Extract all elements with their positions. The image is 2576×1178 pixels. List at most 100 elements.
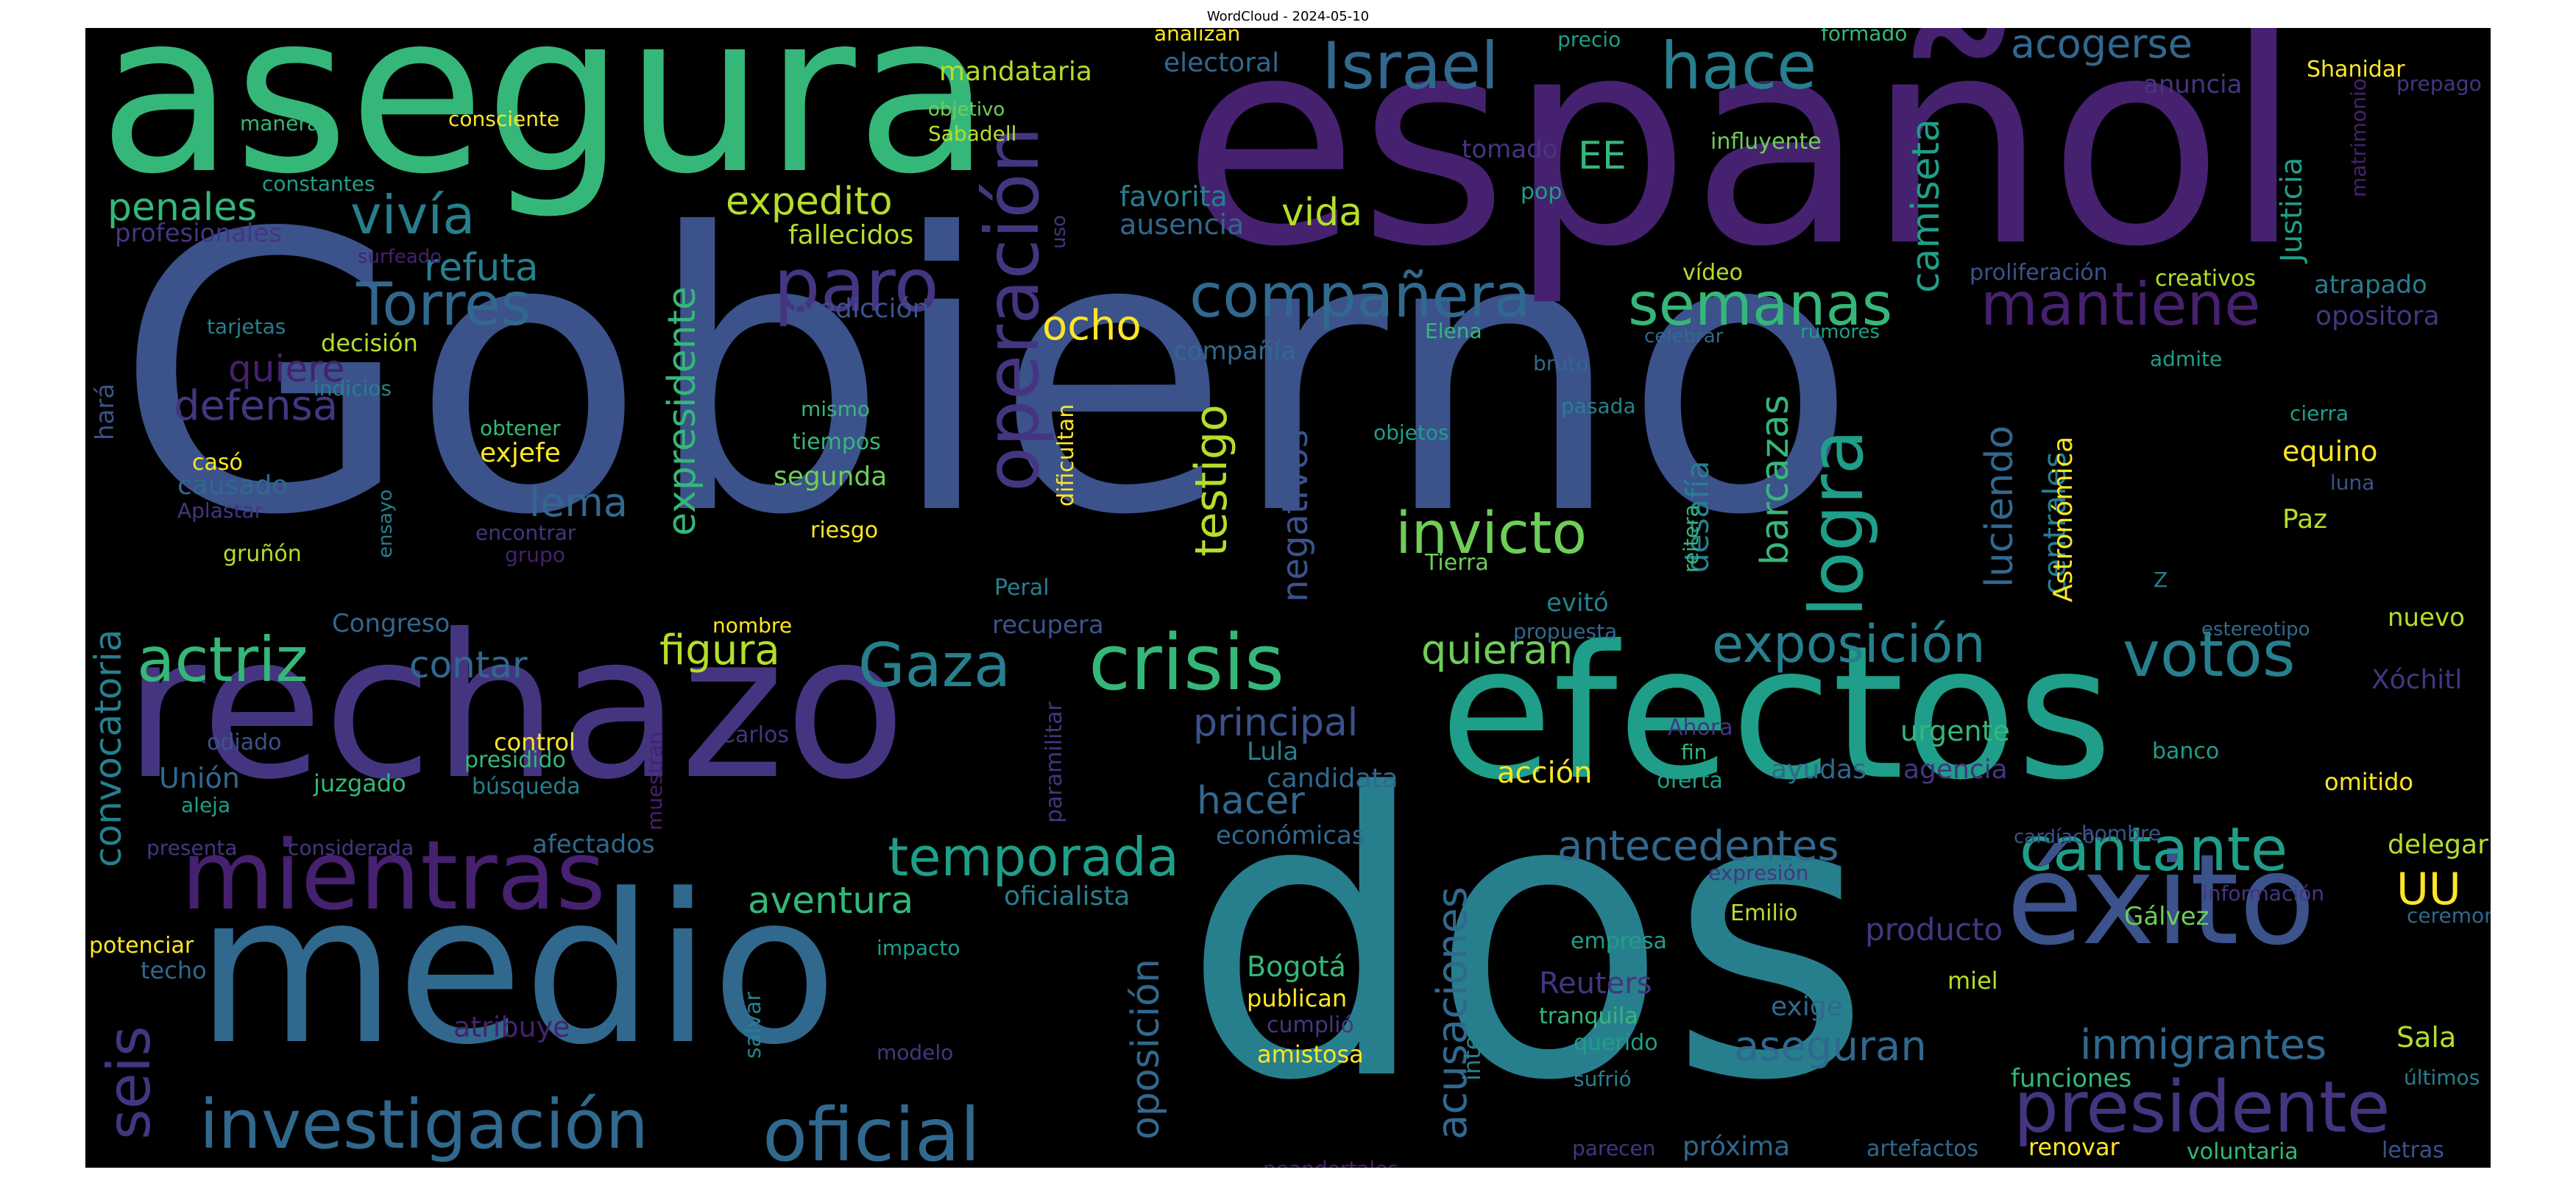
word-techo: techo (141, 956, 207, 984)
word-convocatoria: convocatoria (87, 629, 130, 867)
word-informacion: información (2202, 881, 2325, 906)
word-hacer: hacer (1197, 779, 1305, 823)
word-vivia: vivía (350, 184, 475, 246)
word-efectos: efectos (1440, 606, 2113, 820)
word-riesgo: riesgo (810, 518, 879, 543)
word-exposicion: exposición (1712, 614, 1986, 674)
word-acogerse: acogerse (2011, 28, 2193, 67)
word-recupera: recupera (992, 610, 1104, 640)
word-carlos: Carlos (720, 722, 789, 748)
word-tomado: tomado (1462, 135, 1558, 164)
word-afectados: afectados (532, 830, 655, 859)
word-video: vídeo (1682, 260, 1743, 286)
word-contar: contar (409, 643, 528, 686)
word-considerada: considerada (288, 836, 414, 860)
word-torres: Torres (356, 270, 531, 339)
word-dificultan: dificultan (1053, 403, 1079, 507)
word-prepago: prepago (2396, 71, 2482, 96)
word-reitera: reitera (1679, 504, 1703, 573)
word-salvar: salvar (740, 992, 766, 1059)
word-busqueda: búsqueda (472, 774, 581, 800)
word-muestran: muestran (643, 731, 667, 830)
word-paro: paro (774, 242, 939, 328)
word-exito: éxito (2006, 828, 2316, 973)
word-expresidente: expresidente (660, 286, 704, 536)
word-oficial: oficial (762, 1092, 980, 1168)
word-uu: UU (2396, 864, 2461, 915)
word-publican: publican (1247, 984, 1348, 1012)
word-tranquila: tranquila (1539, 1004, 1638, 1029)
word-figura: figura (659, 627, 780, 674)
word-espanol: español (1182, 28, 2304, 309)
word-objetivo: objetivo (928, 99, 1005, 121)
word-atrapado: atrapado (2314, 270, 2427, 300)
word-exige: exige (1771, 992, 1843, 1022)
word-proliferacion: proliferación (1970, 260, 2108, 286)
word-gaza: Gaza (858, 631, 1011, 701)
word-artefactos: artefactos (1866, 1136, 1979, 1162)
word-internacional: internacional (1458, 927, 1486, 1081)
word-principal: principal (1193, 701, 1359, 745)
word-negativos: negativos (1275, 429, 1316, 602)
word-querido: querido (1574, 1030, 1658, 1056)
word-actriz: actriz (137, 624, 308, 696)
word-emilio: Emilio (1730, 900, 1798, 926)
word-encontrar: encontrar (475, 521, 576, 545)
word-shanidar: Shanidar (2307, 57, 2405, 82)
word-penales: penales (107, 186, 258, 230)
word-astronomica: Astronómica (2048, 436, 2078, 602)
word-ayudas: ayudas (1771, 755, 1866, 785)
word-expedito: expedito (726, 180, 893, 224)
word-influyente: influyente (1710, 129, 1822, 155)
word-accion: acción (1497, 756, 1593, 790)
word-lema: lema (529, 479, 628, 526)
word-cantante: cantante (2020, 815, 2288, 885)
word-pop: pop (1521, 179, 1563, 205)
word-grunon: gruñón (223, 541, 302, 567)
word-semanas: semanas (1628, 270, 1893, 339)
word-agencia: agencia (1903, 755, 2008, 785)
word-dos: dos (1182, 711, 1872, 1165)
word-fin: fin (1681, 740, 1708, 764)
word-aleja: aleja (181, 793, 231, 817)
word-investigacion: investigación (199, 1085, 648, 1164)
word-peral: Peral (994, 575, 1050, 601)
word-oficialista: oficialista (1004, 881, 1130, 911)
word-consciente: consciente (448, 107, 560, 131)
word-producto: producto (1865, 911, 2003, 948)
word-atribuye: atribuye (453, 1011, 570, 1043)
word-ceremonia: ceremonia (2407, 903, 2491, 928)
word-electoral: electoral (1164, 48, 1280, 78)
word-matrimonio: matrimonio (2346, 78, 2371, 197)
word-celebrar: celebrar (1644, 325, 1724, 348)
word-creativos: creativos (2155, 266, 2256, 292)
word-mismo: mismo (801, 397, 871, 421)
word-cierra: cierra (2290, 401, 2349, 426)
word-tiempos: tiempos (792, 429, 881, 455)
word-profesionales: profesionales (115, 219, 282, 248)
word-estereotipo: estereotipo (2201, 618, 2310, 641)
word-odiado: odiado (207, 730, 282, 755)
word-hombre: hombre (2081, 821, 2162, 845)
word-caso: casó (192, 450, 243, 476)
word-quiere: quiere (228, 348, 345, 390)
word-ensayo: ensayo (375, 489, 397, 558)
word-pasada: pasada (1561, 394, 1636, 418)
word-anuncia: anuncia (2143, 70, 2243, 99)
word-indicios: indicios (314, 376, 392, 401)
word-constantes: constantes (262, 172, 375, 196)
word-luciendo: luciendo (1978, 425, 2022, 588)
word-nuevo: nuevo (2388, 603, 2465, 632)
word-surfeado: surfeado (358, 246, 442, 268)
word-proxima: próxima (1682, 1132, 1791, 1162)
word-modelo: modelo (877, 1040, 954, 1065)
word-ultimos: últimos (2404, 1065, 2480, 1090)
word-nombre: nombre (712, 613, 793, 638)
word-expresion: expresión (1708, 861, 1809, 885)
word-refuta: refuta (424, 246, 539, 290)
word-logra: logra (1794, 429, 1880, 617)
word-inmigrantes: inmigrantes (2080, 1021, 2327, 1069)
word-presenta: presenta (146, 836, 238, 860)
word-potenciar: potenciar (89, 933, 194, 959)
word-omitido: omitido (2324, 768, 2413, 796)
